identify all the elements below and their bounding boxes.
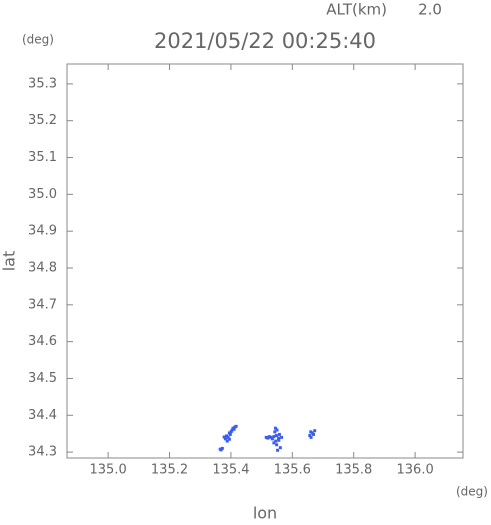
point (225, 434, 229, 438)
point (313, 429, 317, 433)
point (278, 446, 282, 450)
altitude-value: 2.0 (418, 1, 442, 19)
y-tick-label: 34.9 (28, 224, 57, 239)
altitude-label: ALT(km) (326, 1, 387, 19)
point (273, 426, 277, 430)
point (226, 435, 230, 439)
y-tick-label: 34.5 (28, 371, 57, 386)
chart-title: 2021/05/22 00:25:40 (154, 29, 376, 53)
point (312, 432, 316, 436)
y-tick-label: 34.7 (28, 297, 57, 312)
point (277, 436, 281, 440)
point (267, 435, 271, 439)
point (227, 437, 231, 441)
x-tick-label: 135.8 (335, 463, 372, 478)
x-tick-label: 136.0 (397, 463, 434, 478)
y-tick-label: 35.3 (28, 76, 57, 91)
y-tick-label: 34.4 (28, 408, 57, 423)
point (232, 427, 236, 431)
y-unit: (deg) (22, 33, 54, 47)
point (309, 430, 313, 434)
point (223, 437, 227, 441)
y-tick-label: 35.2 (28, 113, 57, 128)
point (266, 436, 270, 440)
plot-frame (66, 63, 464, 459)
x-unit: (deg) (456, 485, 488, 499)
y-axis-label: lat (0, 251, 19, 272)
point (230, 428, 234, 432)
point (269, 435, 273, 439)
x-axis-label: lon (253, 504, 277, 522)
point (275, 428, 279, 432)
point (308, 434, 312, 438)
point (309, 435, 313, 439)
point (277, 438, 281, 442)
y-tick-label: 34.3 (28, 445, 57, 460)
x-tick-label: 135.6 (274, 463, 311, 478)
point (220, 446, 224, 450)
point (228, 432, 232, 436)
point (274, 434, 278, 438)
point (234, 424, 238, 428)
y-tick-label: 34.6 (28, 334, 57, 349)
point (277, 432, 281, 436)
point (272, 435, 276, 439)
point (276, 448, 280, 452)
y-tick-label: 35.0 (28, 187, 57, 202)
point (273, 430, 277, 434)
point (280, 435, 284, 439)
y-tick-label: 34.8 (28, 260, 57, 275)
point (275, 443, 279, 447)
point (264, 435, 268, 439)
point (225, 439, 229, 443)
x-tick-label: 135.4 (212, 463, 249, 478)
point (222, 435, 226, 439)
point (274, 439, 278, 443)
point (270, 437, 274, 441)
point (272, 441, 276, 445)
x-tick-label: 135.2 (151, 463, 188, 478)
y-tick-label: 35.1 (28, 150, 57, 165)
x-tick-label: 135.0 (90, 463, 127, 478)
